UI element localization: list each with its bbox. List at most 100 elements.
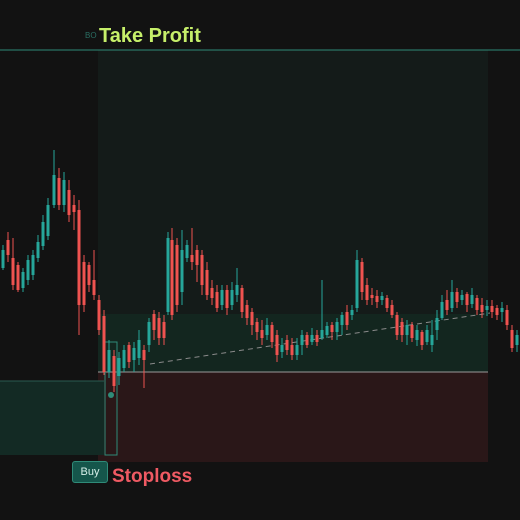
candle-body bbox=[335, 322, 339, 332]
candle-body bbox=[500, 308, 504, 312]
candle-body bbox=[285, 340, 289, 350]
candle-body bbox=[260, 330, 264, 338]
candle-body bbox=[450, 292, 454, 308]
candle-body bbox=[370, 295, 374, 298]
candle-body bbox=[112, 356, 116, 386]
candle-body bbox=[375, 296, 379, 302]
candle-body bbox=[175, 245, 179, 305]
candle-body bbox=[220, 290, 224, 305]
candle-body bbox=[147, 322, 151, 345]
candle-body bbox=[385, 298, 389, 308]
candle-body bbox=[430, 335, 434, 345]
candle-body bbox=[26, 260, 30, 280]
candle-body bbox=[475, 298, 479, 310]
candle-body bbox=[275, 335, 279, 355]
candle-body bbox=[92, 280, 96, 295]
take-profit-small-label: BO bbox=[85, 31, 97, 40]
candle-body bbox=[117, 358, 121, 376]
candle-body bbox=[152, 314, 156, 330]
candle-body bbox=[16, 265, 20, 290]
candle-body bbox=[6, 240, 10, 255]
candle-body bbox=[350, 310, 354, 315]
candle-body bbox=[300, 335, 304, 345]
candle-body bbox=[67, 190, 71, 215]
candle-body bbox=[455, 292, 459, 302]
buy-button[interactable]: Buy bbox=[72, 461, 108, 483]
candle-body bbox=[36, 242, 40, 258]
take-profit-label[interactable]: Take Profit bbox=[99, 25, 201, 47]
candle-body bbox=[360, 262, 364, 292]
candle-body bbox=[235, 285, 239, 295]
trend-line bbox=[149, 312, 491, 365]
candle-body bbox=[270, 325, 274, 342]
candle-body bbox=[170, 240, 174, 315]
candle-body bbox=[97, 300, 101, 330]
candle-body bbox=[480, 305, 484, 312]
candle-body bbox=[305, 335, 309, 345]
candle-body bbox=[77, 210, 81, 305]
candle-body bbox=[395, 315, 399, 335]
candle-body bbox=[142, 350, 146, 360]
candle-body bbox=[515, 335, 519, 345]
candle-body bbox=[230, 290, 234, 305]
entry-handle[interactable] bbox=[108, 392, 114, 398]
candle-body bbox=[315, 335, 319, 342]
candle-body bbox=[265, 325, 269, 335]
candle-body bbox=[340, 315, 344, 325]
candle-body bbox=[190, 255, 194, 262]
candle-body bbox=[425, 330, 429, 342]
candle-body bbox=[410, 325, 414, 338]
candle-body bbox=[21, 272, 25, 288]
candle-body bbox=[495, 308, 499, 315]
candle-body bbox=[215, 292, 219, 308]
candle-body bbox=[290, 345, 294, 355]
stop-loss-label[interactable]: Stoploss bbox=[112, 466, 193, 487]
candle-body bbox=[330, 325, 334, 332]
candle-body bbox=[445, 300, 449, 310]
candle-body bbox=[102, 316, 106, 372]
candle-body bbox=[157, 318, 161, 338]
candle-body bbox=[122, 350, 126, 368]
candle-body bbox=[345, 312, 349, 325]
loss-zone bbox=[98, 372, 488, 462]
candle-body bbox=[46, 205, 50, 236]
candlestick-series bbox=[1, 150, 519, 392]
candle-body bbox=[166, 238, 170, 312]
candle-body bbox=[365, 285, 369, 300]
entry-zone bbox=[0, 381, 104, 455]
candle-body bbox=[310, 335, 314, 342]
candle-body bbox=[205, 270, 209, 295]
candle-body bbox=[195, 250, 199, 265]
candle-body bbox=[400, 322, 404, 335]
candle-body bbox=[137, 340, 141, 358]
candle-body bbox=[390, 305, 394, 315]
candle-body bbox=[11, 258, 15, 285]
entry-selection-box[interactable] bbox=[104, 341, 118, 456]
candle-body bbox=[465, 294, 469, 305]
candle-body bbox=[490, 306, 494, 312]
candle-body bbox=[435, 318, 439, 330]
candle-body bbox=[420, 332, 424, 345]
candle-body bbox=[52, 175, 56, 205]
candle-body bbox=[295, 345, 299, 355]
candle-body bbox=[405, 325, 409, 335]
candle-body bbox=[57, 178, 61, 205]
candle-body bbox=[107, 350, 111, 372]
candle-body bbox=[132, 348, 136, 360]
candle-body bbox=[185, 245, 189, 258]
candle-body bbox=[245, 305, 249, 318]
candle-body bbox=[440, 302, 444, 318]
candle-body bbox=[355, 260, 359, 308]
candle-body bbox=[41, 222, 45, 246]
candle-body bbox=[210, 288, 214, 298]
candle-body bbox=[255, 322, 259, 332]
candle-body bbox=[470, 295, 474, 304]
candle-body bbox=[380, 296, 384, 300]
candle-body bbox=[485, 306, 489, 310]
candle-body bbox=[250, 312, 254, 325]
candle-body bbox=[225, 290, 229, 308]
candle-body bbox=[31, 255, 35, 275]
candle-body bbox=[510, 330, 514, 348]
candle-body bbox=[82, 262, 86, 305]
